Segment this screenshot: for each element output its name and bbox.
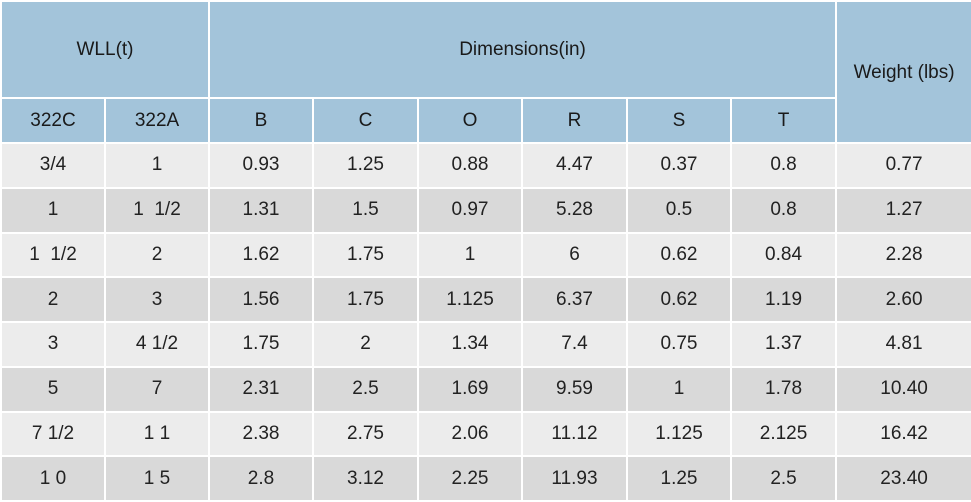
cell-dim-t: 1.19 — [729, 276, 838, 323]
cell-dim-c: 1.75 — [312, 231, 419, 279]
cell-dim-r: 11.93 — [521, 455, 628, 502]
cell-dim-r: 7.4 — [521, 321, 628, 368]
cell-dim-s: 0.62 — [626, 276, 732, 323]
cell-dim-s: 1 — [626, 365, 732, 413]
cell-dim-r: 5.28 — [521, 186, 628, 234]
cell-wll-322c: 1 — [0, 186, 106, 234]
cell-wll-322c: 7 1/2 — [0, 410, 106, 458]
cell-wll-322a: 7 — [104, 365, 210, 413]
cell-wll-322c: 3 — [0, 321, 106, 368]
cell-dim-o: 1.69 — [417, 365, 523, 413]
cell-wll-322a: 1 — [104, 142, 210, 189]
cell-weight: 0.77 — [835, 142, 971, 189]
cell-dim-c: 1.5 — [312, 186, 419, 234]
cell-weight: 2.60 — [835, 276, 971, 323]
cell-dim-o: 0.88 — [417, 142, 523, 189]
cell-wll-322c: 5 — [0, 365, 106, 413]
cell-weight: 4.81 — [835, 321, 971, 368]
col-header-322a: 322A — [104, 97, 210, 144]
cell-wll-322c: 1 0 — [0, 455, 106, 502]
wll-header: WLL(t) — [0, 0, 210, 99]
cell-dim-r: 6.37 — [521, 276, 628, 323]
cell-dim-s: 0.62 — [626, 231, 732, 279]
dimensions-header: Dimensions(in) — [207, 0, 838, 99]
cell-dim-b: 0.93 — [208, 142, 314, 189]
cell-dim-s: 1.125 — [626, 410, 732, 458]
cell-wll-322a: 2 — [104, 231, 210, 279]
col-header-322c: 322C — [0, 97, 106, 144]
cell-weight: 23.40 — [835, 455, 971, 502]
cell-wll-322a: 3 — [104, 276, 210, 323]
cell-dim-t: 0.84 — [729, 231, 838, 279]
col-header-t: T — [729, 97, 838, 144]
cell-dim-r: 11.12 — [521, 410, 628, 458]
cell-weight: 1.27 — [835, 186, 971, 234]
cell-dim-t: 0.8 — [729, 186, 838, 234]
cell-wll-322c: 1 1/2 — [0, 231, 106, 279]
cell-dim-c: 2 — [312, 321, 419, 368]
col-header-o: O — [417, 97, 523, 144]
cell-weight: 10.40 — [835, 365, 971, 413]
cell-dim-r: 4.47 — [521, 142, 628, 189]
cell-dim-t: 2.5 — [729, 455, 838, 502]
cell-dim-s: 1.25 — [626, 455, 732, 502]
group-header-row: WLL(t) Dimensions(in) Weight (lbs) — [0, 0, 971, 144]
cell-dim-b: 1.56 — [208, 276, 314, 323]
cell-dim-c: 1.25 — [312, 142, 419, 189]
cell-dim-t: 1.37 — [729, 321, 838, 368]
cell-weight: 16.42 — [835, 410, 971, 458]
cell-wll-322a: 1 1/2 — [104, 186, 210, 234]
weight-header: Weight (lbs) — [835, 0, 971, 144]
cell-dim-b: 2.38 — [208, 410, 314, 458]
cell-dim-t: 2.125 — [729, 410, 838, 458]
col-header-b: B — [208, 97, 314, 144]
col-header-r: R — [521, 97, 628, 144]
cell-dim-r: 6 — [521, 231, 628, 279]
cell-dim-s: 0.5 — [626, 186, 732, 234]
cell-dim-c: 2.75 — [312, 410, 419, 458]
cell-wll-322a: 4 1/2 — [104, 321, 210, 368]
cell-dim-b: 1.31 — [208, 186, 314, 234]
col-header-c: C — [312, 97, 419, 144]
col-header-s: S — [626, 97, 732, 144]
cell-dim-b: 2.31 — [208, 365, 314, 413]
table-row: 3/4 1 0.93 1.25 0.88 4.47 0.37 0.8 0.77 — [0, 142, 971, 189]
table-body: 3/4 1 0.93 1.25 0.88 4.47 0.37 0.8 0.77 1 1 1/2 1.3… — [0, 142, 971, 502]
cell-weight: 2.28 — [835, 231, 971, 279]
table-row: 7 1/2 1 1 2.38 2.75 2.06 11.12 1.125 2.125 16.42 — [0, 410, 971, 458]
cell-dim-s: 0.37 — [626, 142, 732, 189]
cell-dim-o: 1.125 — [417, 276, 523, 323]
cell-dim-c: 1.75 — [312, 276, 419, 323]
table-header: WLL(t) Dimensions(in) Weight (lbs) 322C … — [0, 0, 971, 144]
cell-wll-322c: 2 — [0, 276, 106, 323]
cell-dim-o: 2.25 — [417, 455, 523, 502]
sub-header-row: 322C 322A B C O R S T — [0, 97, 971, 144]
table-row: 2 3 1.56 1.75 1.125 6.37 0.62 1.19 2.60 — [0, 276, 971, 323]
cell-dim-b: 1.62 — [208, 231, 314, 279]
cell-wll-322a: 1 1 — [104, 410, 210, 458]
cell-dim-c: 3.12 — [312, 455, 419, 502]
cell-dim-o: 0.97 — [417, 186, 523, 234]
cell-dim-s: 0.75 — [626, 321, 732, 368]
cell-dim-b: 2.8 — [208, 455, 314, 502]
cell-dim-t: 0.8 — [729, 142, 838, 189]
table-row: 1 1/2 2 1.62 1.75 1 6 0.62 0.84 2.28 — [0, 231, 971, 279]
cell-dim-o: 2.06 — [417, 410, 523, 458]
cell-dim-t: 1.78 — [729, 365, 838, 413]
cell-dim-b: 1.75 — [208, 321, 314, 368]
cell-dim-o: 1.34 — [417, 321, 523, 368]
cell-dim-c: 2.5 — [312, 365, 419, 413]
cell-wll-322c: 3/4 — [0, 142, 106, 189]
cell-dim-r: 9.59 — [521, 365, 628, 413]
cell-wll-322a: 1 5 — [104, 455, 210, 502]
cell-dim-o: 1 — [417, 231, 523, 279]
table-row: 5 7 2.31 2.5 1.69 9.59 1 1.78 10.40 — [0, 365, 971, 413]
